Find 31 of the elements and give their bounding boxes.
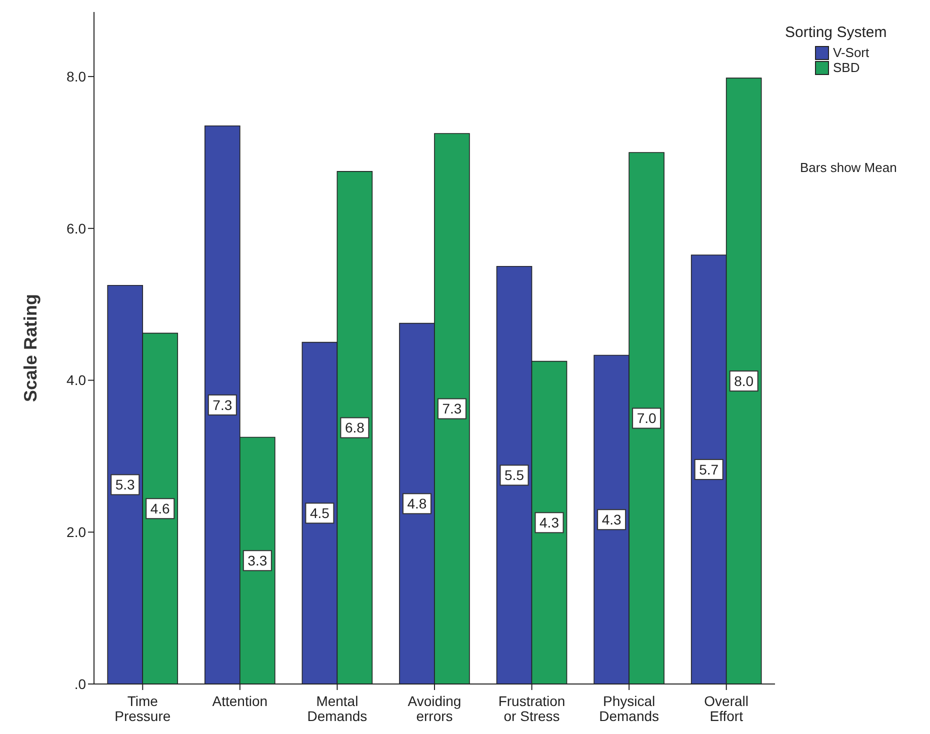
data-label: 4.8 xyxy=(407,496,427,512)
legend-label: SBD xyxy=(832,60,861,75)
x-tick-label: Physical Demands xyxy=(599,693,660,724)
data-label: 4.3 xyxy=(540,514,560,531)
data-label: 7.3 xyxy=(442,400,462,417)
x-tick-label: Avoiding errors xyxy=(408,693,462,724)
data-label: 7.3 xyxy=(212,396,232,413)
y-axis-title: Scale Rating xyxy=(20,294,40,402)
y-tick-label: .0 xyxy=(74,676,86,692)
data-label: 6.8 xyxy=(344,420,365,436)
x-tick-label: Frustration or Stress xyxy=(498,693,566,724)
x-tick-label: Mental Demands xyxy=(307,693,368,724)
y-tick-label: 8.0 xyxy=(66,68,86,85)
data-label: 4.6 xyxy=(150,500,170,517)
y-tick-label: 2.0 xyxy=(66,524,86,540)
x-tick-label: Overall Effort xyxy=(704,693,749,724)
data-label: 5.3 xyxy=(115,476,136,493)
data-label: 8.0 xyxy=(734,373,754,390)
legend-label: V-Sort xyxy=(832,45,870,60)
x-tick-label: Time Pressure xyxy=(114,693,171,724)
y-tick-label: 6.0 xyxy=(66,220,86,236)
data-label: 3.3 xyxy=(248,552,268,569)
data-label: 4.3 xyxy=(602,512,622,528)
legend-title: Sorting System xyxy=(785,24,887,41)
data-label: 5.7 xyxy=(699,461,719,478)
text: Bars show Mean xyxy=(800,160,897,175)
data-label: 4.5 xyxy=(310,505,330,522)
data-label: 5.5 xyxy=(504,467,524,484)
y-tick-label: 4.0 xyxy=(66,372,86,388)
x-tick-label: Attention xyxy=(212,693,268,709)
data-label: 7.0 xyxy=(636,410,656,426)
